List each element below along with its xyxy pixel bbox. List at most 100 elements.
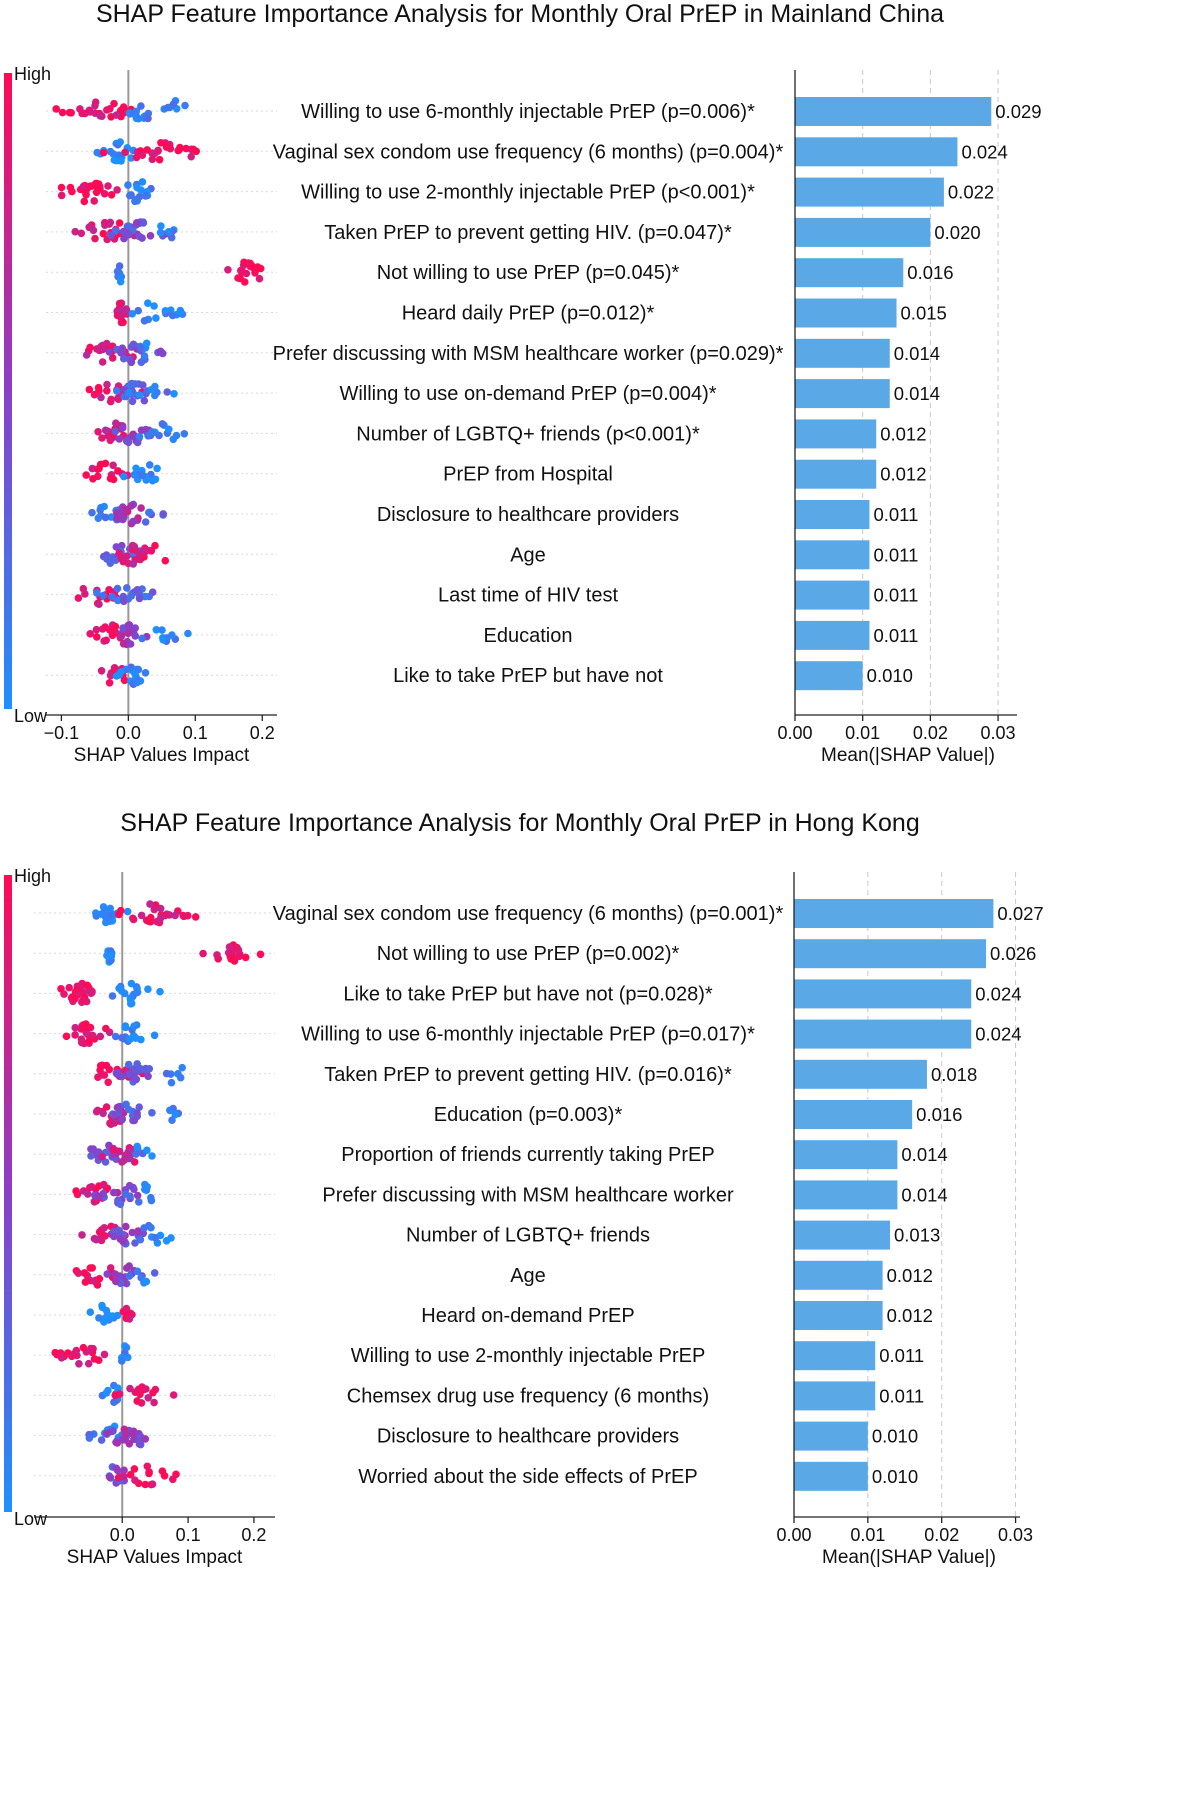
beeswarm-point bbox=[130, 1022, 138, 1030]
bar-value-label: 0.024 bbox=[961, 141, 1007, 162]
bar bbox=[795, 419, 877, 449]
bar bbox=[794, 939, 987, 969]
beeswarm-point bbox=[127, 1000, 135, 1008]
beeswarm-point bbox=[116, 138, 124, 146]
beeswarm-point bbox=[81, 1278, 90, 1286]
beeswarm-point bbox=[110, 1188, 118, 1197]
beeswarm-tick-label: 0.0 bbox=[116, 723, 141, 743]
beeswarm-point bbox=[137, 358, 146, 367]
beeswarm-point bbox=[107, 952, 116, 960]
feature-label: Vaginal sex condom use frequency (6 mont… bbox=[273, 903, 784, 925]
beeswarm-row bbox=[74, 584, 157, 608]
beeswarm-point bbox=[133, 1267, 142, 1276]
beeswarm-point bbox=[57, 985, 65, 993]
beeswarm-point bbox=[82, 471, 90, 479]
beeswarm-point bbox=[106, 105, 114, 113]
beeswarm-point bbox=[86, 343, 94, 352]
beeswarm-point bbox=[84, 1359, 93, 1368]
beeswarm-point bbox=[159, 636, 167, 644]
beeswarm-row bbox=[99, 541, 170, 568]
bar-tick-label: 0.03 bbox=[981, 723, 1016, 743]
beeswarm-point bbox=[88, 988, 96, 997]
beeswarm-point bbox=[89, 475, 97, 483]
beeswarm-point bbox=[118, 1034, 126, 1042]
beeswarm-point bbox=[175, 146, 183, 154]
beeswarm-point bbox=[176, 306, 185, 315]
bar bbox=[794, 1341, 876, 1371]
beeswarm-point bbox=[118, 1158, 126, 1166]
beeswarm-point bbox=[103, 555, 111, 563]
beeswarm-point bbox=[65, 983, 73, 992]
bar-value-label: 0.010 bbox=[872, 1426, 918, 1447]
beeswarm-point bbox=[111, 1391, 119, 1399]
beeswarm-point bbox=[57, 183, 66, 192]
bar-value-label: 0.016 bbox=[916, 1104, 962, 1125]
beeswarm-point bbox=[92, 625, 101, 634]
beeswarm-point bbox=[78, 1231, 86, 1239]
beeswarm-point bbox=[86, 630, 94, 638]
beeswarm-point bbox=[91, 234, 99, 243]
beeswarm-point bbox=[155, 155, 164, 164]
beeswarm-point bbox=[94, 514, 103, 522]
beeswarm-point bbox=[187, 152, 195, 161]
colorbar-low-label: Low bbox=[14, 706, 48, 726]
beeswarm-point bbox=[100, 1071, 109, 1079]
beeswarm-point bbox=[178, 1063, 186, 1072]
beeswarm-point bbox=[95, 600, 103, 608]
beeswarm-point bbox=[141, 518, 150, 526]
beeswarm-point bbox=[53, 1350, 61, 1359]
beeswarm-point bbox=[124, 388, 133, 397]
beeswarm-point bbox=[116, 1235, 125, 1243]
beeswarm-point bbox=[111, 427, 120, 436]
beeswarm-point bbox=[150, 1269, 159, 1277]
beeswarm-point bbox=[137, 504, 145, 512]
beeswarm-point bbox=[116, 277, 125, 286]
beeswarm-point bbox=[180, 912, 188, 921]
beeswarm-point bbox=[121, 1436, 130, 1444]
beeswarm-point bbox=[150, 1031, 159, 1040]
beeswarm-point bbox=[124, 629, 132, 638]
beeswarm-point bbox=[58, 108, 67, 117]
bar-value-label: 0.014 bbox=[901, 1144, 947, 1165]
beeswarm-point bbox=[132, 464, 140, 473]
beeswarm-point bbox=[125, 1181, 134, 1190]
beeswarm-point bbox=[130, 1116, 139, 1125]
beeswarm-point bbox=[180, 430, 189, 438]
beeswarm-row bbox=[93, 138, 200, 165]
beeswarm-point bbox=[159, 510, 167, 518]
beeswarm-point bbox=[113, 584, 122, 593]
beeswarm-point bbox=[115, 1109, 123, 1117]
feature-label: Like to take PrEP but have not bbox=[393, 665, 663, 687]
bar bbox=[794, 899, 994, 928]
beeswarm-point bbox=[130, 471, 139, 479]
beeswarm-point bbox=[106, 917, 114, 925]
beeswarm-point bbox=[119, 354, 128, 363]
beeswarm-point bbox=[133, 219, 141, 227]
beeswarm-point bbox=[101, 459, 110, 468]
bar-tick-label: 0.00 bbox=[776, 1525, 811, 1545]
beeswarm-point bbox=[112, 1277, 120, 1286]
feature-label: Willing to use 6-monthly injectable PrEP… bbox=[301, 101, 755, 123]
beeswarm-tick-label: 0.1 bbox=[176, 1525, 201, 1545]
beeswarm-point bbox=[100, 1350, 109, 1359]
beeswarm-point bbox=[107, 191, 116, 199]
beeswarm-point bbox=[151, 382, 159, 391]
beeswarm-point bbox=[137, 471, 145, 479]
beeswarm-point bbox=[136, 1235, 145, 1244]
beeswarm-point bbox=[120, 1472, 128, 1481]
beeswarm-point bbox=[107, 395, 115, 404]
beeswarm-point bbox=[104, 1078, 112, 1087]
bar-value-label: 0.026 bbox=[990, 943, 1036, 964]
colorbar bbox=[4, 875, 12, 1512]
bar bbox=[794, 1140, 898, 1170]
beeswarm-point bbox=[98, 1301, 106, 1310]
beeswarm-point bbox=[102, 1024, 110, 1033]
beeswarm-point bbox=[123, 552, 131, 560]
beeswarm-point bbox=[148, 1152, 156, 1160]
beeswarm-point bbox=[105, 1065, 114, 1074]
beeswarm-point bbox=[147, 547, 156, 555]
beeswarm-point bbox=[111, 1032, 120, 1041]
beeswarm-point bbox=[77, 229, 86, 238]
beeswarm-point bbox=[118, 424, 127, 432]
beeswarm-point bbox=[98, 1152, 106, 1161]
